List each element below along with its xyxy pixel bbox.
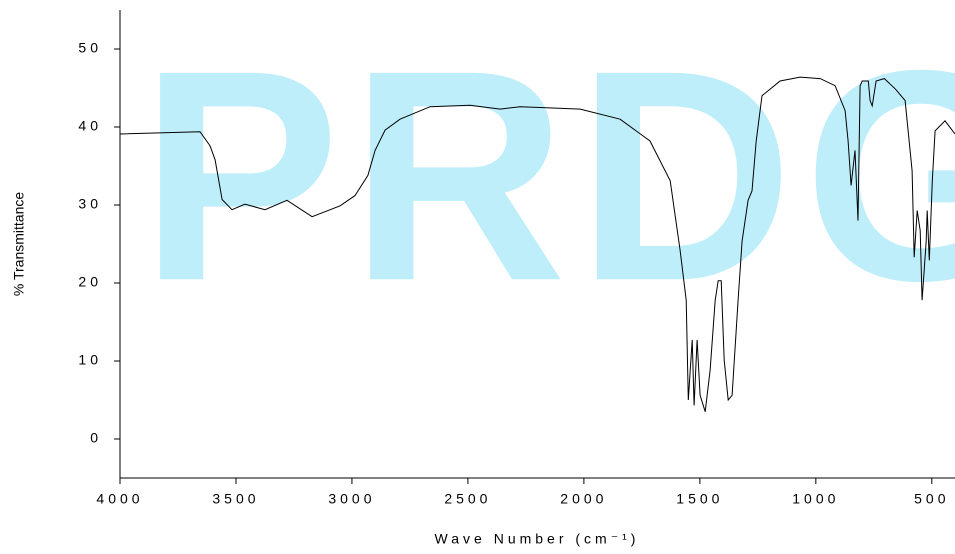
x-tick-label: 1000 xyxy=(792,491,839,507)
x-tick-label: 2000 xyxy=(560,491,607,507)
y-tick-label: 20 xyxy=(78,274,102,290)
x-tick-label: 2500 xyxy=(444,491,491,507)
y-tick-label: 30 xyxy=(78,196,102,212)
y-tick-label: 0 xyxy=(90,430,102,446)
spectrum-line xyxy=(119,76,955,412)
x-tick-label: 4000 xyxy=(96,491,143,507)
y-tick-label: 40 xyxy=(78,118,102,134)
x-tick-label: 1500 xyxy=(676,491,723,507)
x-tick-label: 3500 xyxy=(212,491,259,507)
y-tick-label: 50 xyxy=(78,40,102,56)
y-tick-label: 10 xyxy=(78,352,102,368)
y-axis-label: % Transmittance xyxy=(11,192,27,296)
x-tick-label: 3000 xyxy=(328,491,375,507)
watermark: PRDG xyxy=(140,7,955,343)
x-axis-label: Wave Number (cm⁻¹) xyxy=(435,531,640,547)
x-tick-label: 500 xyxy=(914,491,949,507)
